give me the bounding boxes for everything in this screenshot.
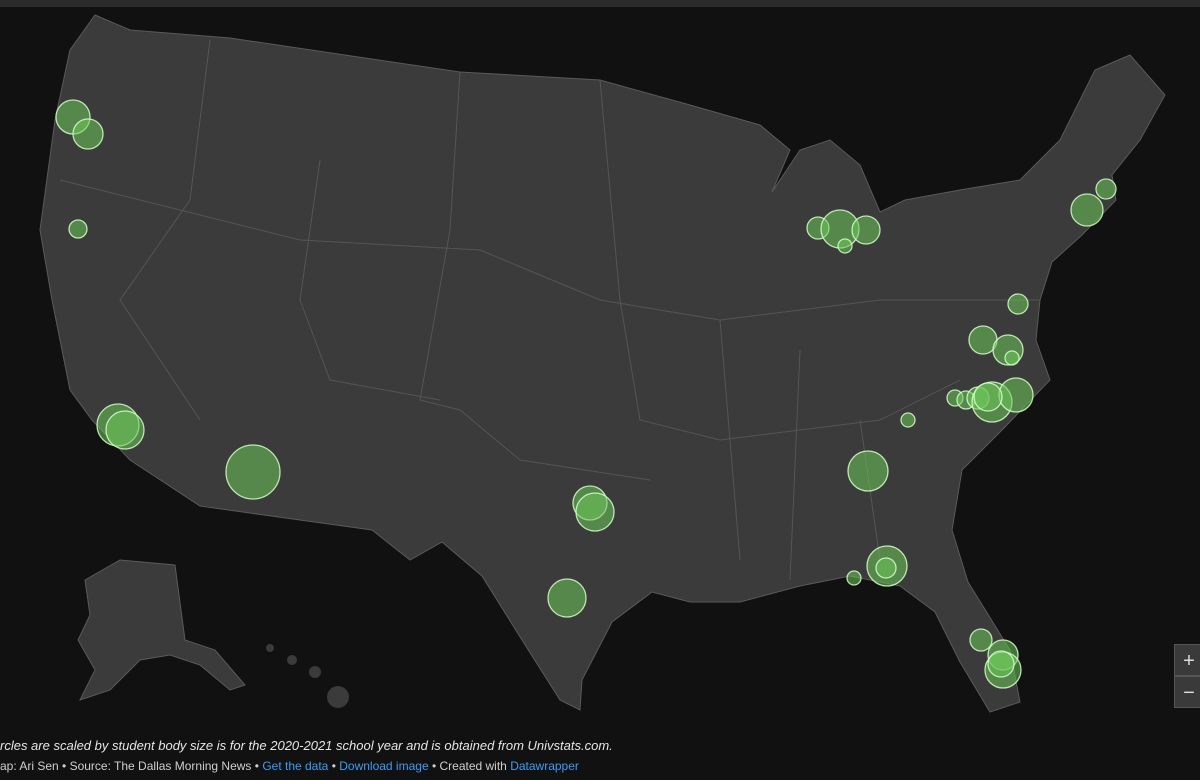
- zoom-out[interactable]: −: [1174, 676, 1200, 708]
- top-bar: [0, 0, 1200, 7]
- school-circles: [55, 99, 1117, 689]
- hawaii: [266, 644, 349, 708]
- separator: •: [328, 759, 340, 773]
- datawrapper-link[interactable]: Datawrapper: [510, 759, 579, 773]
- alaska: [77, 559, 246, 701]
- credits: ap: Ari Sen • Source: The Dallas Morning…: [0, 759, 579, 773]
- us-mainland: [39, 14, 1166, 713]
- state-lines: [59, 39, 1040, 581]
- created-with: • Created with: [428, 759, 511, 773]
- credits-text: ap: Ari Sen • Source: The Dallas Morning…: [0, 759, 263, 773]
- get-data-link[interactable]: Get the data: [262, 759, 329, 773]
- caption: rcles are scaled by student body size is…: [0, 738, 613, 753]
- map: [0, 0, 1200, 713]
- download-link[interactable]: Download image: [339, 759, 429, 773]
- zoom-in[interactable]: +: [1174, 644, 1200, 676]
